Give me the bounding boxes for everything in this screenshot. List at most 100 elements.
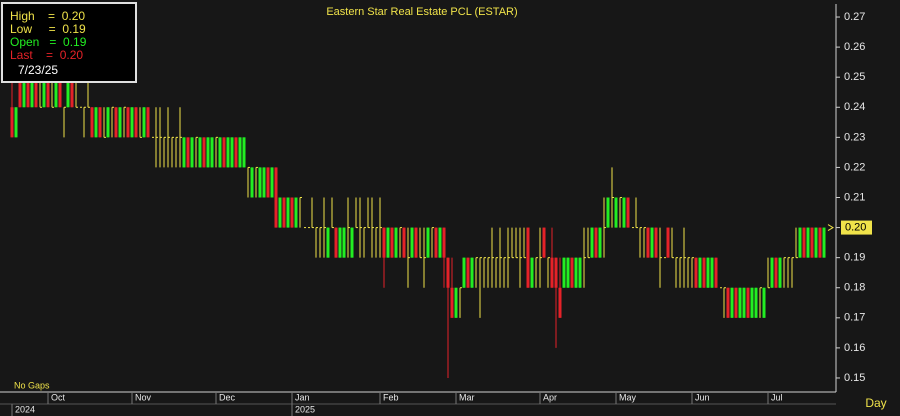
candle-body bbox=[218, 137, 222, 168]
candle-body bbox=[774, 257, 778, 288]
chart-title: Eastern Star Real Estate PCL (ESTAR) bbox=[326, 6, 517, 18]
candle-body bbox=[342, 227, 346, 258]
candle-body bbox=[242, 137, 246, 168]
candle-body bbox=[730, 287, 734, 318]
candle-body bbox=[558, 287, 562, 318]
period-label: Day bbox=[865, 396, 886, 410]
candle-body bbox=[394, 227, 398, 258]
candle-body bbox=[274, 167, 278, 228]
candle-body bbox=[22, 77, 26, 108]
candle-body bbox=[798, 227, 802, 258]
candle-body bbox=[90, 107, 94, 138]
last-price-box bbox=[841, 220, 872, 235]
candle-body bbox=[210, 137, 214, 168]
candle-body bbox=[238, 137, 242, 168]
candle-body bbox=[46, 77, 50, 108]
x-tick-label: Apr bbox=[543, 392, 557, 402]
candle-body bbox=[734, 287, 738, 318]
candle-body bbox=[454, 287, 458, 318]
candle-body bbox=[26, 77, 30, 108]
candle-body bbox=[446, 257, 450, 288]
candle-body bbox=[230, 137, 234, 168]
y-tick-label: 0.27 bbox=[844, 11, 865, 23]
candle-body bbox=[294, 197, 298, 228]
candle-body bbox=[738, 287, 742, 318]
legend-box bbox=[1, 2, 137, 83]
candle-body bbox=[14, 107, 18, 138]
candle-body bbox=[222, 137, 226, 168]
candle-body bbox=[470, 257, 474, 288]
candle-body bbox=[54, 77, 58, 108]
candle-body bbox=[30, 77, 34, 108]
candle-body bbox=[10, 107, 14, 138]
candle-body bbox=[694, 257, 698, 288]
candle-body bbox=[382, 227, 386, 258]
candle-body bbox=[114, 107, 118, 138]
candle-body bbox=[614, 197, 618, 228]
candle-body bbox=[442, 227, 446, 258]
candle-body bbox=[182, 137, 186, 168]
candle-body bbox=[282, 197, 286, 228]
candle-body bbox=[594, 227, 598, 258]
y-tick-label: 0.25 bbox=[844, 71, 865, 83]
candle-body bbox=[762, 287, 766, 318]
legend-low: Low = 0.19 bbox=[10, 22, 86, 36]
candle-body bbox=[134, 107, 138, 138]
candle-body bbox=[530, 257, 534, 288]
candle-body bbox=[526, 227, 530, 288]
candle-body bbox=[666, 227, 670, 258]
legend-last: Last = 0.20 bbox=[10, 48, 83, 62]
candle-body bbox=[554, 257, 558, 288]
y-tick-label: 0.18 bbox=[844, 282, 865, 294]
candle-body bbox=[146, 107, 150, 138]
candle-body bbox=[206, 137, 210, 168]
candle-body bbox=[390, 227, 394, 258]
candle-body bbox=[622, 197, 626, 228]
candle-body bbox=[810, 227, 814, 258]
candle-body bbox=[130, 107, 134, 138]
candle-body bbox=[542, 227, 546, 258]
y-tick-label: 0.24 bbox=[844, 101, 865, 113]
x-tick-label: Dec bbox=[219, 392, 236, 402]
candle-body bbox=[226, 137, 230, 168]
legend-date: 7/23/25 bbox=[18, 63, 58, 77]
y-tick-label: 0.21 bbox=[844, 191, 865, 203]
candle-body bbox=[770, 257, 774, 288]
candle-body bbox=[626, 197, 630, 228]
candle-body bbox=[706, 257, 710, 288]
candle-body bbox=[598, 227, 602, 258]
x-tick-label: Nov bbox=[135, 392, 152, 402]
candle-body bbox=[822, 227, 826, 258]
candle-body bbox=[186, 137, 190, 168]
candle-body bbox=[126, 107, 130, 138]
candle-body bbox=[326, 227, 330, 258]
candle-body bbox=[266, 167, 270, 198]
candle-body bbox=[66, 77, 70, 108]
year-tick-label: 2025 bbox=[295, 404, 315, 414]
candle-body bbox=[574, 257, 578, 288]
candle-body bbox=[98, 107, 102, 138]
candle-body bbox=[118, 107, 122, 138]
candle-body bbox=[562, 257, 566, 288]
x-tick-label: Mar bbox=[459, 392, 475, 402]
candle-body bbox=[450, 287, 454, 318]
candle-body bbox=[818, 227, 822, 258]
candle-body bbox=[746, 287, 750, 318]
y-tick-label: 0.26 bbox=[844, 41, 865, 53]
x-tick-label: Jul bbox=[771, 392, 783, 402]
candle-body bbox=[18, 77, 22, 108]
last-price-arrow bbox=[827, 224, 834, 232]
candle-body bbox=[262, 167, 266, 198]
x-tick-label: Jun bbox=[695, 392, 710, 402]
candle-body bbox=[190, 137, 194, 168]
candle-body bbox=[650, 227, 654, 258]
candle-body bbox=[578, 257, 582, 288]
legend-high: High = 0.20 bbox=[10, 9, 85, 23]
candle-body bbox=[198, 137, 202, 168]
candle-body bbox=[250, 167, 254, 198]
candle-body bbox=[42, 77, 46, 108]
candle-body bbox=[466, 257, 470, 288]
y-tick-label: 0.17 bbox=[844, 312, 865, 324]
